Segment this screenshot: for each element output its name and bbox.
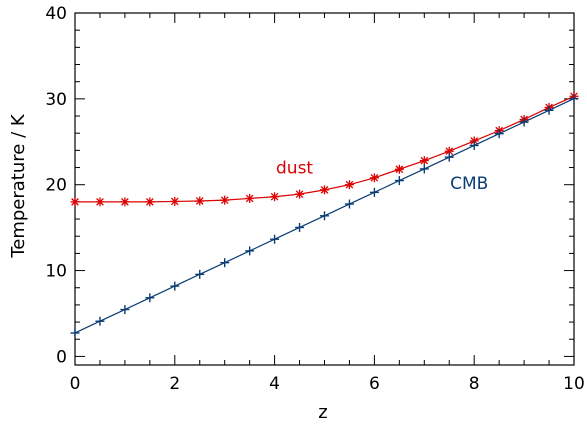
x-axis-label: z bbox=[318, 402, 327, 423]
data-point-cmb bbox=[369, 187, 379, 197]
annotation-dust: dust bbox=[276, 159, 313, 179]
data-point-dust bbox=[170, 196, 180, 206]
data-point-cmb bbox=[70, 328, 80, 338]
data-point-cmb bbox=[270, 234, 280, 244]
data-point-dust bbox=[70, 197, 80, 207]
data-point-cmb bbox=[170, 281, 180, 291]
data-point-cmb bbox=[95, 316, 105, 326]
data-point-cmb bbox=[145, 293, 155, 303]
y-tick-label: 0 bbox=[56, 347, 67, 367]
data-point-dust bbox=[220, 195, 230, 205]
data-point-cmb bbox=[394, 176, 404, 186]
data-point-cmb bbox=[569, 94, 579, 104]
y-tick-label: 10 bbox=[45, 262, 67, 282]
data-point-cmb bbox=[419, 164, 429, 174]
data-point-dust bbox=[320, 185, 329, 195]
data-point-cmb bbox=[295, 222, 305, 232]
x-tick-label: 0 bbox=[70, 374, 81, 394]
data-point-cmb bbox=[469, 140, 479, 150]
data-point-dust bbox=[469, 136, 479, 146]
data-point-cmb bbox=[519, 117, 529, 127]
data-point-cmb bbox=[544, 105, 554, 115]
data-point-cmb bbox=[444, 152, 454, 162]
data-point-dust bbox=[120, 197, 130, 207]
y-tick-label: 40 bbox=[45, 4, 67, 24]
data-point-dust bbox=[444, 146, 454, 156]
x-tick-label: 6 bbox=[369, 374, 380, 394]
annotations-group: dust CMB bbox=[276, 159, 488, 194]
data-point-dust bbox=[270, 192, 280, 202]
data-point-cmb bbox=[320, 211, 329, 221]
data-point-dust bbox=[394, 164, 404, 174]
data-point-dust bbox=[245, 193, 255, 203]
x-tick-label: 10 bbox=[563, 374, 585, 394]
data-point-dust bbox=[344, 180, 354, 190]
data-point-dust bbox=[195, 196, 205, 206]
y-tick-label: 30 bbox=[45, 90, 67, 110]
x-tick-label: 2 bbox=[169, 374, 180, 394]
axes-group: 0 2 4 6 8 10 0 10 20 30 40 bbox=[45, 4, 584, 394]
data-point-cmb bbox=[494, 129, 504, 139]
data-point-dust bbox=[295, 189, 305, 199]
series-group bbox=[70, 91, 579, 338]
data-point-cmb bbox=[120, 305, 130, 315]
data-point-dust bbox=[95, 197, 105, 207]
x-tick-label: 8 bbox=[469, 374, 480, 394]
data-point-cmb bbox=[195, 269, 205, 279]
annotation-cmb: CMB bbox=[450, 174, 488, 194]
data-point-cmb bbox=[245, 246, 255, 256]
data-point-dust bbox=[419, 156, 429, 166]
x-tick-label: 4 bbox=[269, 374, 280, 394]
data-point-cmb bbox=[344, 199, 354, 209]
data-point-dust bbox=[145, 197, 155, 207]
data-point-cmb bbox=[220, 258, 230, 268]
data-point-dust bbox=[369, 173, 379, 183]
y-tick-label: 20 bbox=[45, 176, 67, 196]
y-axis-label: Temperature / K bbox=[8, 113, 29, 259]
